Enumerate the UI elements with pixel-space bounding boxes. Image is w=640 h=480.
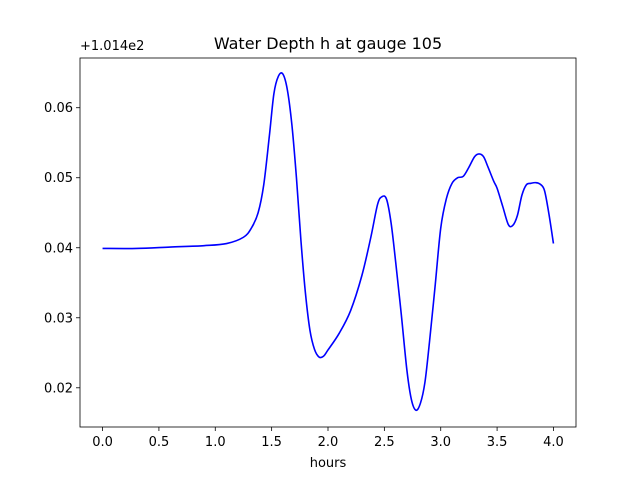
y-tick-label-3: 0.05 [44,171,73,186]
x-tick-label-4: 2.0 [318,435,339,450]
x-axis-label: hours [310,456,347,471]
y-tick-label-4: 0.06 [44,101,73,116]
plot-area: 0.0 0.5 1.0 1.5 2.0 2.5 3.0 3.5 4.0 0.02 0.03 0.04 0… [44,57,577,450]
x-tick-label-8: 4.0 [543,435,564,450]
chart-title: Water Depth h at gauge 105 [214,34,442,53]
y-axis-offset-label: +1.014e2 [80,39,144,54]
x-tick-label-5: 2.5 [374,435,395,450]
x-tick-label-7: 3.5 [487,435,508,450]
y-tick-label-1: 0.03 [44,311,73,326]
series-line-0 [102,72,555,412]
x-tick-label-2: 1.0 [205,435,226,450]
x-tick-label-3: 1.5 [261,435,282,450]
x-tick-label-0: 0.0 [92,435,113,450]
x-tick-label-1: 0.5 [149,435,170,450]
y-tick-label-2: 0.04 [44,241,73,256]
x-tick-label-6: 3.0 [430,435,451,450]
y-tick-label-0: 0.02 [44,381,73,396]
